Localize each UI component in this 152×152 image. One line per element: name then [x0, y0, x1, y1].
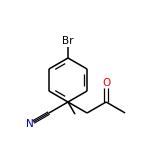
Text: N: N — [26, 119, 33, 129]
Text: Br: Br — [62, 36, 74, 47]
Text: O: O — [102, 78, 110, 88]
